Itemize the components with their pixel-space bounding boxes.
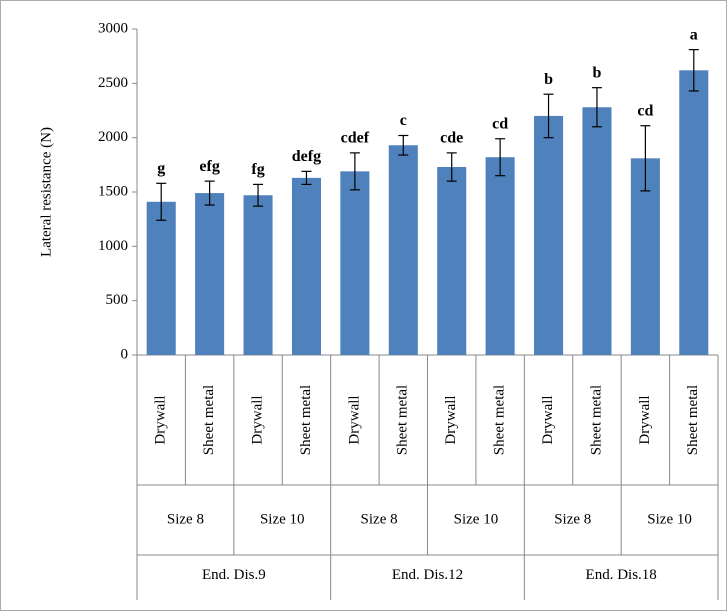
x-tick-label: Drywall [540, 395, 556, 444]
x-tick-label: Drywall [249, 395, 265, 444]
size-group-label: Size 10 [454, 511, 499, 527]
x-tick-label: Sheet metal [298, 385, 314, 455]
x-tick-label: Sheet metal [395, 385, 411, 455]
annotation: g [157, 160, 165, 177]
annotation: efg [199, 158, 219, 175]
x-tick-label: Sheet metal [492, 385, 508, 455]
annotation: b [593, 64, 602, 81]
annotation: cdef [341, 130, 370, 147]
annotation: a [690, 26, 698, 43]
annotation: defg [292, 148, 321, 165]
y-tick-label: 1500 [98, 183, 128, 199]
distance-group-label: End. Dis.18 [586, 567, 657, 583]
distance-group-label: End. Dis.9 [202, 567, 266, 583]
y-tick-label: 0 [121, 346, 129, 362]
annotation: fg [251, 161, 264, 178]
y-tick-label: 1000 [98, 238, 128, 254]
x-tick-label: Drywall [153, 395, 169, 444]
bar [195, 193, 225, 355]
bar [340, 171, 370, 355]
bar [388, 145, 418, 355]
bar [534, 115, 564, 355]
bar [679, 70, 709, 355]
bar [243, 195, 273, 355]
y-tick-label: 2000 [98, 129, 128, 145]
x-tick-label: Sheet metal [685, 385, 701, 455]
x-tick-label: Sheet metal [201, 385, 217, 455]
distance-group-label: End. Dis.12 [392, 567, 463, 583]
x-tick-label: Drywall [637, 395, 653, 444]
annotation: cde [440, 130, 463, 147]
y-axis-label: Lateral resistance (N) [38, 127, 54, 257]
y-tick-label: 500 [106, 292, 129, 308]
annotation: cd [637, 102, 653, 119]
y-tick-label: 2500 [98, 75, 128, 91]
bar [146, 201, 176, 355]
x-tick-label: Sheet metal [588, 385, 604, 455]
x-tick-label: Drywall [346, 395, 362, 444]
bar [291, 177, 321, 355]
y-tick-label: 3000 [98, 20, 128, 36]
size-group-label: Size 8 [554, 511, 591, 527]
size-group-label: Size 8 [361, 511, 398, 527]
bar [485, 157, 515, 355]
size-group-label: Size 10 [260, 511, 305, 527]
annotation: c [400, 112, 407, 129]
x-tick-label: Drywall [443, 395, 459, 444]
bar [437, 167, 467, 355]
bar [582, 107, 612, 356]
annotation: b [544, 71, 553, 88]
size-group-label: Size 8 [167, 511, 204, 527]
annotation: cd [492, 115, 508, 132]
size-group-label: Size 10 [647, 511, 692, 527]
